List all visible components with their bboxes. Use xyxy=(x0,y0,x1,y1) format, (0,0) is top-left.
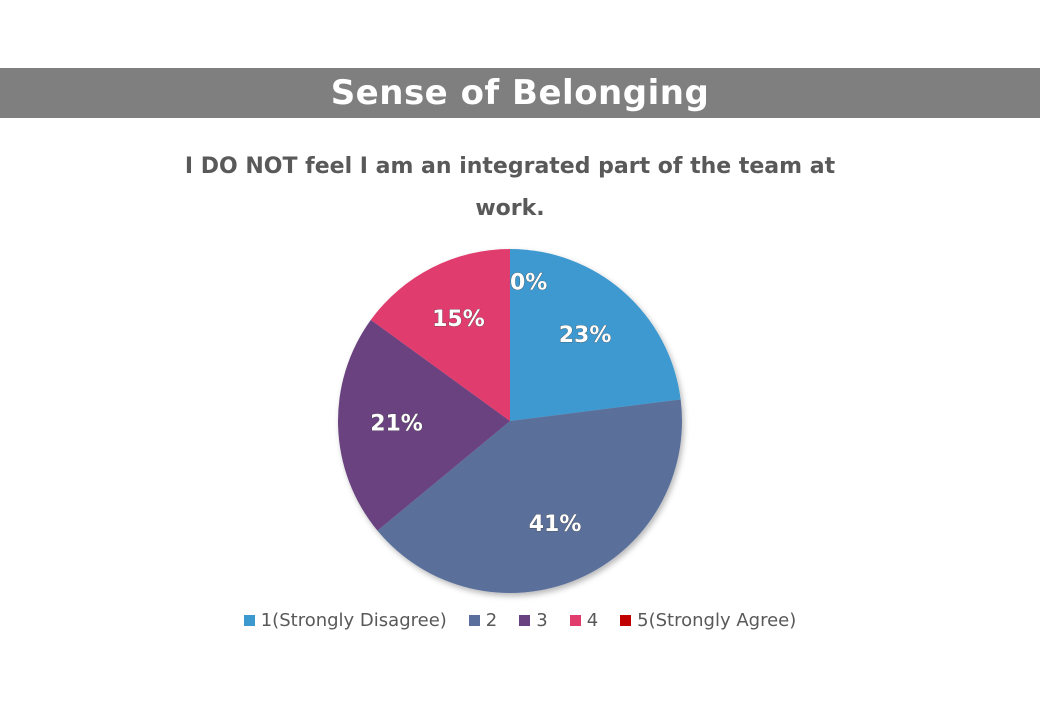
legend-label: 5(Strongly Agree) xyxy=(637,610,797,631)
header-band: Sense of Belonging xyxy=(0,68,1040,118)
page-title: Sense of Belonging xyxy=(330,73,710,113)
data-label: 23% xyxy=(559,323,612,348)
legend-item: 2 xyxy=(468,610,498,631)
legend-swatch xyxy=(243,615,255,626)
chart-title: I DO NOT feel I am an integrated part of… xyxy=(184,154,836,221)
pie-slice xyxy=(370,248,510,421)
legend-swatch xyxy=(519,615,531,626)
legend-swatch xyxy=(468,615,480,626)
pie-slice xyxy=(338,319,510,531)
legend-label: 2 xyxy=(485,610,498,631)
data-label: 21% xyxy=(370,412,423,437)
legend-label: 4 xyxy=(586,610,599,631)
legend-item: 5(Strongly Agree) xyxy=(620,610,796,631)
pie-slice xyxy=(377,399,682,593)
legend-swatch xyxy=(620,615,632,626)
legend-item: 3 xyxy=(519,610,548,631)
legend-item: 1(Strongly Disagree) xyxy=(243,610,447,631)
chart-legend: 1(Strongly Disagree) 2 3 4 5(Strongly Agree) xyxy=(0,610,1040,631)
legend-item: 4 xyxy=(569,610,599,631)
data-label: 0% xyxy=(510,270,547,295)
legend-label: 3 xyxy=(536,610,548,631)
legend-label: 1(Strongly Disagree) xyxy=(260,610,447,631)
pie-slice xyxy=(510,249,681,421)
data-label: 41% xyxy=(529,512,582,537)
legend-swatch xyxy=(569,615,581,626)
data-label: 15% xyxy=(432,307,485,332)
